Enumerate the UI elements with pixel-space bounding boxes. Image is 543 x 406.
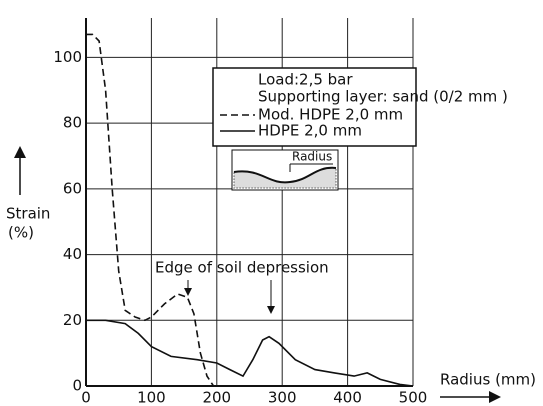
data-line <box>86 320 413 386</box>
x-tick-label: 400 <box>333 389 362 406</box>
y-tick-label: 80 <box>63 114 82 132</box>
y-axis-label: Strain <box>6 205 50 223</box>
legend-note: Load:2,5 bar <box>258 71 353 89</box>
inset-label: Radius <box>292 150 332 164</box>
x-axis-label: Radius (mm) <box>440 371 536 389</box>
x-tick-label: 500 <box>399 389 428 406</box>
x-tick-label: 200 <box>202 389 231 406</box>
x-tick-label: 100 <box>137 389 166 406</box>
y-tick-label: 40 <box>63 245 82 263</box>
y-axis-unit: (%) <box>8 224 34 242</box>
x-tick-label: 300 <box>268 389 297 406</box>
data-line <box>86 34 214 386</box>
y-tick-label: 60 <box>63 179 82 197</box>
annotation: Edge of soil depression <box>155 259 329 277</box>
legend-note: Supporting layer: sand (0/2 mm ) <box>258 88 508 106</box>
x-tick-label: 0 <box>81 389 91 406</box>
chart: 0204060801000100200300400500 Load:2,5 ba… <box>0 0 543 406</box>
y-tick-label: 100 <box>53 48 82 66</box>
y-tick-label: 20 <box>63 311 82 329</box>
inset-sketch: Radius <box>232 150 338 191</box>
legend-label: HDPE 2,0 mm <box>258 122 362 140</box>
